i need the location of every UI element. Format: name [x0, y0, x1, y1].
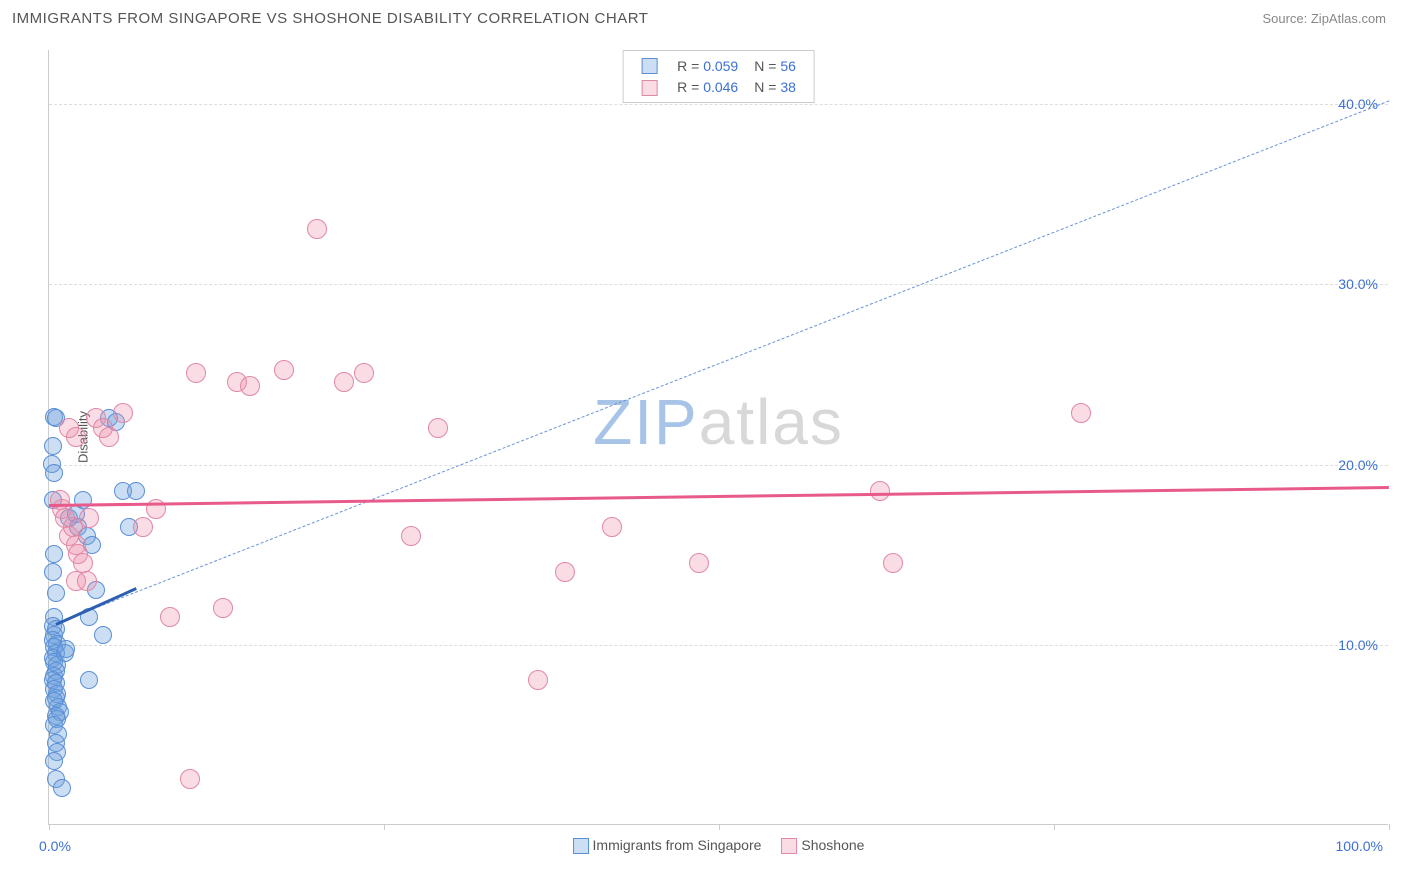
scatter-point	[94, 626, 112, 644]
scatter-point	[870, 481, 890, 501]
scatter-point	[240, 376, 260, 396]
gridline	[49, 465, 1388, 466]
scatter-point	[127, 482, 145, 500]
legend-bottom: Immigrants from Singapore Shoshone	[573, 837, 865, 854]
trend-line	[49, 486, 1389, 507]
y-tick-label: 10.0%	[1338, 637, 1378, 653]
scatter-point	[1071, 403, 1091, 423]
scatter-point	[66, 427, 86, 447]
legend-label: Immigrants from Singapore	[593, 837, 762, 853]
n-label: N =	[754, 58, 776, 74]
gridline	[49, 284, 1388, 285]
x-tick	[1389, 824, 1390, 830]
legend-swatch	[573, 838, 589, 854]
legend-stats: R = 0.059 N = 56 R = 0.046 N = 38	[622, 50, 815, 103]
scatter-point	[602, 517, 622, 537]
chart-title: IMMIGRANTS FROM SINGAPORE VS SHOSHONE DI…	[12, 10, 648, 27]
scatter-point	[53, 779, 71, 797]
gridline	[49, 645, 1388, 646]
source-label: Source: ZipAtlas.com	[1262, 11, 1386, 26]
scatter-point	[528, 670, 548, 690]
scatter-point	[160, 607, 180, 627]
legend-item: Shoshone	[781, 837, 864, 854]
legend-item: Immigrants from Singapore	[573, 837, 762, 854]
scatter-point	[113, 403, 133, 423]
scatter-point	[689, 553, 709, 573]
n-label: N =	[754, 79, 776, 95]
n-value-series1: 56	[780, 58, 796, 74]
scatter-point	[73, 553, 93, 573]
scatter-point	[57, 640, 75, 658]
y-tick-label: 40.0%	[1338, 96, 1378, 112]
gridline	[49, 104, 1388, 105]
scatter-point	[555, 562, 575, 582]
scatter-point	[334, 372, 354, 392]
x-tick-label-right: 100.0%	[1336, 838, 1383, 854]
scatter-point	[307, 219, 327, 239]
plot-area: Disability ZIPatlas R = 0.059 N = 56 R =…	[48, 50, 1388, 825]
x-tick-label-left: 0.0%	[39, 838, 71, 854]
scatter-point	[45, 545, 63, 563]
r-value-series2: 0.046	[703, 79, 738, 95]
scatter-point	[428, 418, 448, 438]
y-tick-label: 20.0%	[1338, 457, 1378, 473]
scatter-point	[274, 360, 294, 380]
scatter-point	[44, 563, 62, 581]
trend-line-dashed	[56, 100, 1390, 624]
scatter-point	[44, 437, 62, 455]
legend-label: Shoshone	[801, 837, 864, 853]
scatter-point	[99, 427, 119, 447]
scatter-point	[47, 584, 65, 602]
scatter-point	[883, 553, 903, 573]
x-tick	[49, 824, 50, 830]
x-tick	[1054, 824, 1055, 830]
scatter-point	[66, 571, 86, 591]
scatter-point	[80, 671, 98, 689]
y-tick-label: 30.0%	[1338, 276, 1378, 292]
n-value-series2: 38	[780, 79, 796, 95]
scatter-point	[180, 769, 200, 789]
watermark: ZIPatlas	[593, 385, 844, 459]
r-value-series1: 0.059	[703, 58, 738, 74]
watermark-atlas: atlas	[699, 386, 844, 458]
scatter-point	[354, 363, 374, 383]
scatter-point	[79, 508, 99, 528]
swatch-series2	[641, 80, 657, 96]
x-tick	[719, 824, 720, 830]
scatter-point	[213, 598, 233, 618]
legend-row-series2: R = 0.046 N = 38	[633, 76, 804, 97]
r-label: R =	[677, 58, 699, 74]
scatter-point	[401, 526, 421, 546]
scatter-point	[186, 363, 206, 383]
watermark-zip: ZIP	[593, 386, 699, 458]
scatter-point	[45, 752, 63, 770]
x-tick	[384, 824, 385, 830]
legend-swatch	[781, 838, 797, 854]
swatch-series1	[641, 58, 657, 74]
scatter-point	[45, 464, 63, 482]
legend-row-series1: R = 0.059 N = 56	[633, 55, 804, 76]
scatter-point	[133, 517, 153, 537]
r-label: R =	[677, 79, 699, 95]
